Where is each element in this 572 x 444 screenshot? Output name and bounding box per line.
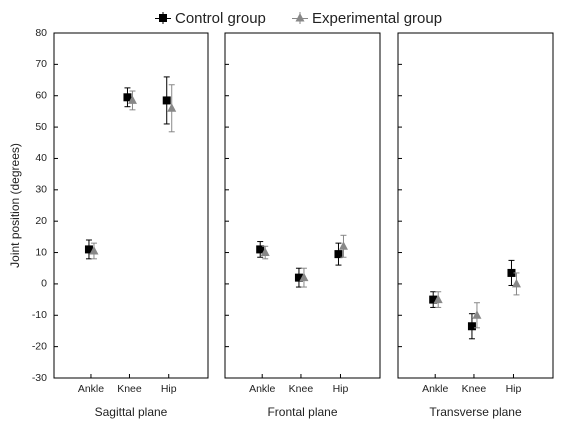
data-point [260, 245, 270, 260]
x-tick-label: Ankle [78, 383, 104, 395]
point-marker [294, 273, 303, 282]
data-point [256, 241, 265, 258]
point-marker [507, 268, 516, 277]
data-point [167, 84, 177, 133]
point-marker [84, 245, 93, 254]
x-tick-label: Knee [462, 383, 487, 395]
panels: Ankle Knee Hip Sagittal plane Ankle Knee Hip Fr… [53, 32, 554, 419]
legend-marker [295, 13, 305, 22]
y-tick-label: 20 [35, 215, 47, 227]
y-tick-label: 70 [35, 58, 47, 70]
legend: Control group Experimental group [155, 10, 442, 27]
data-point [433, 291, 443, 308]
data-point [467, 313, 476, 340]
point-marker [511, 278, 521, 288]
point-marker [334, 250, 343, 259]
x-axis-title: Sagittal plane [95, 405, 168, 419]
series-control [84, 76, 171, 260]
y-axis-title: Joint position (degrees) [8, 143, 22, 268]
panel-frame [224, 32, 381, 379]
data-point [511, 272, 521, 296]
y-tick-label: -20 [32, 340, 47, 352]
data-point [162, 76, 171, 125]
legend-label: Experimental group [312, 10, 442, 27]
panel-3: Ankle Knee Hip Transverse plane [397, 32, 554, 419]
data-point [123, 87, 132, 108]
x-tick-label: Hip [333, 383, 349, 395]
x-tick-label: Knee [289, 383, 314, 395]
series-control [429, 259, 516, 340]
point-marker [123, 93, 132, 102]
x-tick-label: Ankle [249, 383, 275, 395]
y-tick-label: 40 [35, 152, 47, 164]
x-axis-title: Frontal plane [267, 405, 337, 419]
point-marker [127, 95, 137, 104]
point-marker [162, 96, 171, 105]
series-experimental [260, 234, 348, 288]
legend-item-control: Control group [155, 10, 266, 27]
data-point [338, 234, 348, 258]
point-marker [429, 295, 438, 304]
legend-marker [159, 14, 167, 22]
x-tick-label: Hip [161, 383, 177, 395]
point-marker [256, 245, 265, 254]
x-tick-label: Ankle [422, 383, 448, 395]
point-marker [260, 247, 270, 257]
panel-frame [53, 32, 209, 379]
data-point [472, 302, 482, 329]
data-point [334, 242, 343, 266]
x-tick-label: Knee [117, 383, 142, 395]
x-tick-label: Hip [506, 383, 522, 395]
point-marker [338, 241, 348, 250]
y-tick-label: 60 [35, 90, 47, 102]
y-tick-label: -30 [32, 372, 47, 384]
y-tick-label: 10 [35, 246, 47, 258]
point-marker [472, 310, 482, 319]
point-marker [433, 294, 443, 304]
point-marker [167, 103, 177, 112]
point-marker [299, 272, 309, 282]
data-point [89, 242, 99, 260]
panel-1: Ankle Knee Hip Sagittal plane [53, 32, 209, 419]
y-tick-label: 30 [35, 184, 47, 196]
data-point [299, 267, 309, 288]
y-tick-label: 80 [35, 27, 47, 39]
legend-item-experimental: Experimental group [292, 10, 442, 27]
y-axis: -30 -20 -10 0 10 20 30 40 50 60 70 80 [32, 27, 47, 384]
series-experimental [433, 272, 521, 329]
data-point [127, 90, 137, 111]
panel-frame [397, 32, 554, 379]
series-control [256, 241, 343, 288]
series-experimental [89, 84, 177, 260]
y-tick-label: -10 [32, 309, 47, 321]
point-marker [467, 322, 476, 331]
y-tick-label: 50 [35, 121, 47, 133]
legend-label: Control group [175, 10, 266, 27]
y-tick-label: 0 [41, 278, 47, 290]
panel-2: Ankle Knee Hip Frontal plane [224, 32, 381, 419]
point-marker [89, 245, 99, 255]
x-axis-title: Transverse plane [429, 405, 522, 419]
